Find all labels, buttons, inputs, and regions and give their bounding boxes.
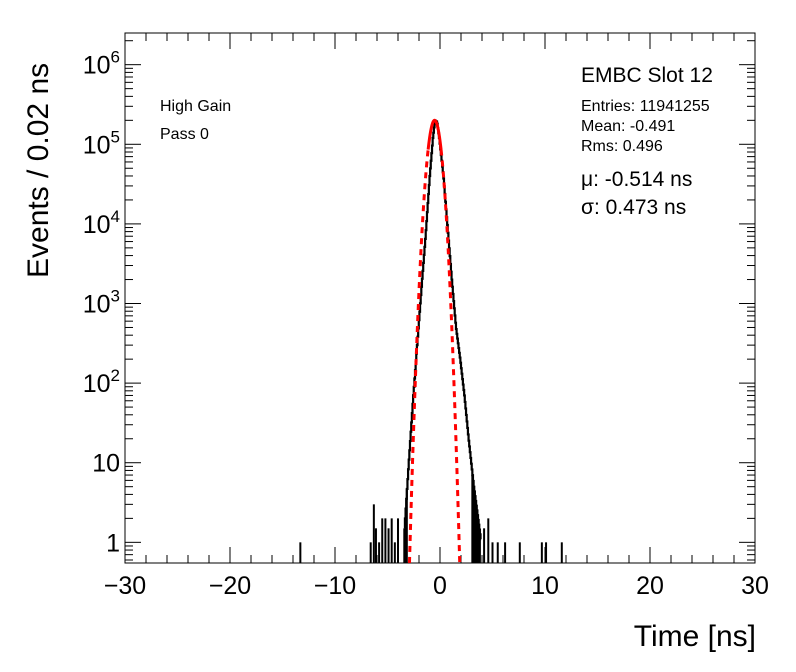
y-axis-label-wrap: Events / 0.02 ns [22,0,62,290]
chart-title: EMBC Slot 12 [581,64,713,87]
x-tick-label: −10 [314,572,356,600]
x-axis-label: Time [ns] [633,620,756,653]
histogram [299,119,563,563]
x-tick-label: −20 [209,572,251,600]
sigma-fit-value: σ: 0.473 ns [581,196,687,219]
pass-label: Pass 0 [160,126,209,143]
y-tick-label: 104 [83,207,120,239]
y-axis-label: Events / 0.02 ns [22,62,55,278]
entries-stat: Entries: 11941255 [581,98,710,115]
y-tick-label: 10 [92,450,120,478]
fit-curve-dashed-left [407,149,430,563]
x-tick-label: 20 [636,572,664,600]
fit-curve [407,118,462,563]
histogram-core [403,119,482,541]
y-tick-label: 103 [83,287,120,319]
rms-stat: Rms: 0.496 [581,138,663,155]
y-tick-label: 1 [106,529,120,557]
x-tick-label: −30 [104,572,146,600]
mean-stat: Mean: -0.491 [581,118,676,135]
y-tick-label: 102 [83,366,120,398]
y-tick-label: 105 [83,127,120,159]
tick-labels: −30 −20 −10 0 10 20 30 1 10 102 103 104 105 106 [83,48,769,600]
y-tick-label: 106 [83,48,120,80]
mu-fit-value: μ: -0.514 ns [581,168,693,191]
gain-label: High Gain [160,98,232,115]
x-tick-label: 30 [741,572,769,600]
axis-ticks [124,33,756,563]
fit-curve-solid [426,118,443,150]
x-tick-label: 10 [531,572,559,600]
fit-curve-dashed-right [439,149,462,563]
x-tick-label: 0 [433,572,447,600]
